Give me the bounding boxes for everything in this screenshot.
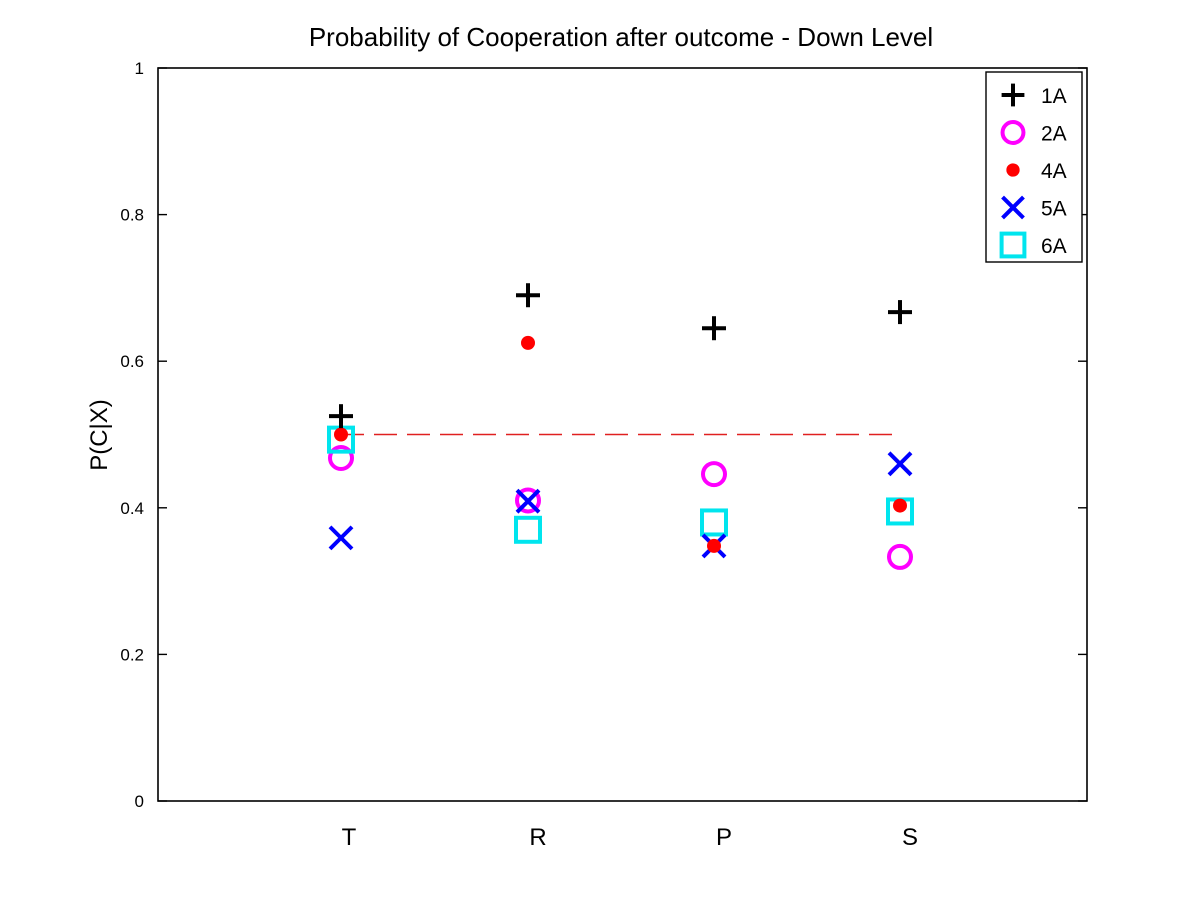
data-point-5a (328, 525, 354, 551)
y-axis: 0 0.2 0.4 0.6 0.8 1 (120, 59, 1087, 811)
chart-title: Probability of Cooperation after outcome… (309, 22, 933, 52)
data-point-4a (334, 427, 348, 442)
x-tick-label: S (902, 824, 918, 851)
legend-marker-1a (1001, 83, 1025, 107)
data-point-1a (888, 300, 912, 325)
data-point-5a (887, 451, 913, 477)
y-tick-label: 0.4 (120, 499, 144, 518)
data-marks (327, 283, 914, 570)
y-tick-label: 0 (135, 792, 144, 811)
y-tick-label: 0.8 (120, 206, 144, 225)
legend-marker-2a (1000, 120, 1026, 145)
legend-label: 1A (1041, 85, 1067, 108)
plot-area (157, 67, 1088, 802)
legend-marker-6a (999, 231, 1027, 259)
legend-box (985, 71, 1083, 263)
legend: 1A 2A 4A 5A 6A (985, 71, 1083, 263)
y-tick-label: 0.2 (120, 645, 144, 664)
data-point-1a (516, 283, 540, 308)
y-axis-label: P(C|X) (86, 399, 113, 471)
data-point-2a (515, 487, 541, 514)
data-point-2a (701, 461, 727, 488)
data-point-2a (328, 444, 354, 471)
data-point-2a (887, 543, 913, 570)
data-point-4a (521, 335, 535, 350)
data-point-4a (893, 498, 907, 513)
data-point-1a (702, 316, 726, 341)
legend-marker-5a (1001, 195, 1025, 220)
data-point-6a (700, 508, 728, 537)
x-tick-label: P (716, 824, 732, 851)
legend-label: 2A (1041, 123, 1067, 146)
data-point-4a (707, 538, 721, 553)
legend-label: 5A (1041, 198, 1067, 221)
x-tick-label: T (342, 824, 357, 851)
data-point-1a (329, 404, 353, 429)
data-point-6a (514, 515, 542, 544)
legend-marker-4a (1006, 163, 1020, 177)
x-tick-label: R (529, 824, 546, 851)
legend-label: 6A (1041, 235, 1067, 258)
legend-label: 4A (1041, 160, 1067, 183)
y-tick-label: 0.6 (120, 352, 144, 371)
data-point-5a (515, 488, 541, 514)
y-tick-label: 1 (135, 59, 144, 78)
